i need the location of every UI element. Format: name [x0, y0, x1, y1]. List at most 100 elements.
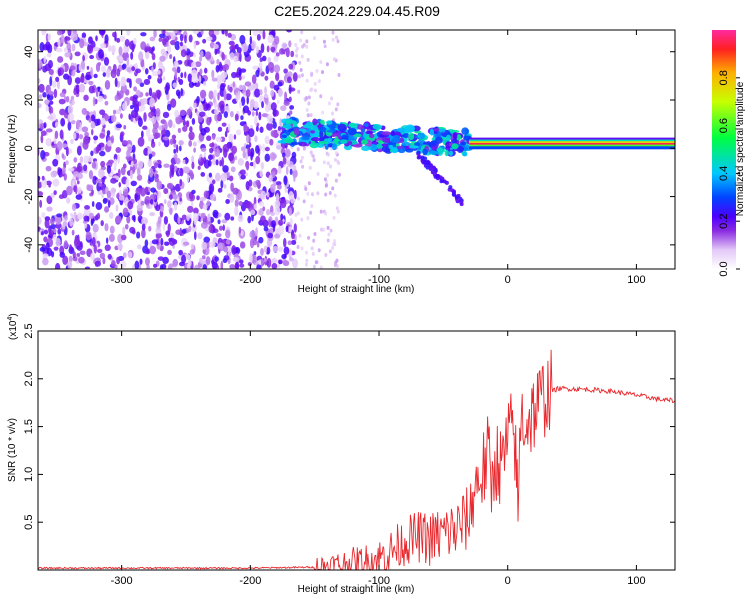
heatmap-cell — [179, 45, 183, 52]
heatmap-cell — [91, 236, 96, 247]
heatmap-cell — [297, 196, 301, 201]
heatmap-cell — [84, 131, 89, 138]
heatmap-cell — [419, 132, 426, 140]
heatmap-cell — [275, 193, 280, 202]
heatmap-cell — [172, 67, 177, 72]
heatmap-cell — [141, 228, 146, 239]
heatmap-cell — [198, 75, 202, 83]
heatmap-cell — [72, 251, 76, 259]
heatmap-cell — [329, 228, 333, 233]
heatmap-cell — [326, 238, 330, 243]
heatmap-cell — [136, 174, 143, 181]
heatmap-cell — [408, 145, 419, 149]
heatmap-cell — [254, 203, 257, 210]
heatmap-cell — [166, 44, 172, 54]
heatmap-cell — [131, 144, 136, 154]
heatmap-cell — [92, 223, 99, 233]
heatmap-cell — [285, 225, 289, 233]
colorbar-label: Normalized spectral amplitude — [735, 81, 746, 216]
heatmap-cell — [334, 150, 338, 155]
heatmap-cell — [307, 181, 311, 186]
heatmap-cell — [211, 77, 218, 82]
heatmap-cell — [41, 212, 46, 219]
heatmap-cell — [176, 66, 181, 74]
heatmap-cell — [234, 113, 239, 122]
heatmap-cell — [259, 126, 264, 133]
heatmap-cell — [116, 256, 121, 265]
heatmap-cell — [120, 131, 125, 137]
heatmap-cell — [221, 219, 228, 224]
heatmap-cell — [93, 139, 97, 144]
heatmap-cell — [313, 88, 317, 93]
heatmap-cell — [66, 197, 71, 204]
heatmap-cell — [150, 187, 157, 193]
heatmap-cell — [75, 129, 80, 134]
heatmap-cell — [284, 184, 288, 194]
heatmap-cell — [301, 44, 305, 49]
heatmap-cell — [130, 51, 134, 60]
heatmap-cell — [250, 151, 253, 161]
heatmap-cell — [163, 188, 169, 195]
heatmap-cell — [262, 55, 267, 62]
heatmap-cell — [230, 216, 235, 221]
heatmap-cell — [159, 205, 165, 212]
heatmap-cell — [175, 144, 179, 154]
heatmap-cell — [141, 223, 146, 231]
heatmap-cell — [266, 260, 269, 267]
heatmap-cell — [322, 39, 326, 44]
heatmap-cell — [180, 49, 187, 58]
heatmap-cell — [290, 141, 299, 146]
heatmap-cell — [65, 95, 70, 103]
heatmap-cell — [414, 142, 421, 147]
heatmap-cell — [309, 150, 313, 155]
heatmap-cell — [122, 163, 127, 169]
heatmap-cell — [428, 150, 439, 155]
heatmap-cell — [61, 153, 65, 159]
heatmap-cell — [214, 256, 219, 262]
heatmap-cell — [289, 105, 295, 110]
heatmap-cell — [76, 145, 82, 156]
heatmap-cell — [231, 145, 238, 154]
heatmap-cell — [107, 200, 111, 208]
heatmap-cell — [324, 192, 328, 197]
heatmap-cell — [239, 100, 242, 109]
heatmap-cell — [326, 120, 333, 125]
heatmap-cell — [55, 262, 61, 269]
snr-panel: -300 -200 -100 0 100 0.5 1.0 1.5 2.0 2.5 Height … — [7, 313, 676, 595]
heatmap-cell — [40, 231, 44, 236]
heatmap-cell — [104, 34, 109, 44]
heatmap-cell — [252, 30, 259, 37]
heatmap-cell — [136, 231, 141, 239]
heatmap-cell — [95, 178, 102, 184]
heatmap-cell — [118, 90, 124, 99]
heatmap-cell — [268, 174, 273, 183]
heatmap-cell — [232, 256, 240, 262]
heatmap-cell — [108, 233, 115, 242]
heatmap-cell — [192, 30, 200, 35]
heatmap-cell — [124, 223, 129, 230]
heatmap-cell — [444, 149, 449, 157]
heatmap-cell — [178, 140, 184, 146]
heatmap-cell — [326, 173, 330, 178]
heatmap-cell — [382, 136, 392, 144]
heatmap-cell — [151, 116, 157, 125]
heatmap-cell — [235, 92, 239, 103]
heatmap-cell — [55, 47, 63, 53]
heatmap-cell — [156, 69, 161, 75]
heatmap-cell — [189, 249, 195, 255]
heatmap-cell — [215, 159, 219, 166]
heatmap-cell — [308, 165, 312, 170]
heatmap-cell — [225, 229, 231, 239]
heatmap-cell — [211, 56, 214, 62]
heatmap-cell — [52, 234, 57, 241]
heatmap-cell — [177, 127, 182, 134]
heatmap-cell — [158, 141, 161, 147]
heatmap-cell — [263, 226, 269, 232]
heatmap-cell — [309, 210, 313, 215]
heatmap-cell — [169, 207, 173, 215]
heatmap-cell — [353, 133, 362, 138]
heatmap-cell — [310, 192, 314, 197]
heatmap-cell — [239, 169, 246, 176]
heatmap-cell — [260, 43, 265, 54]
